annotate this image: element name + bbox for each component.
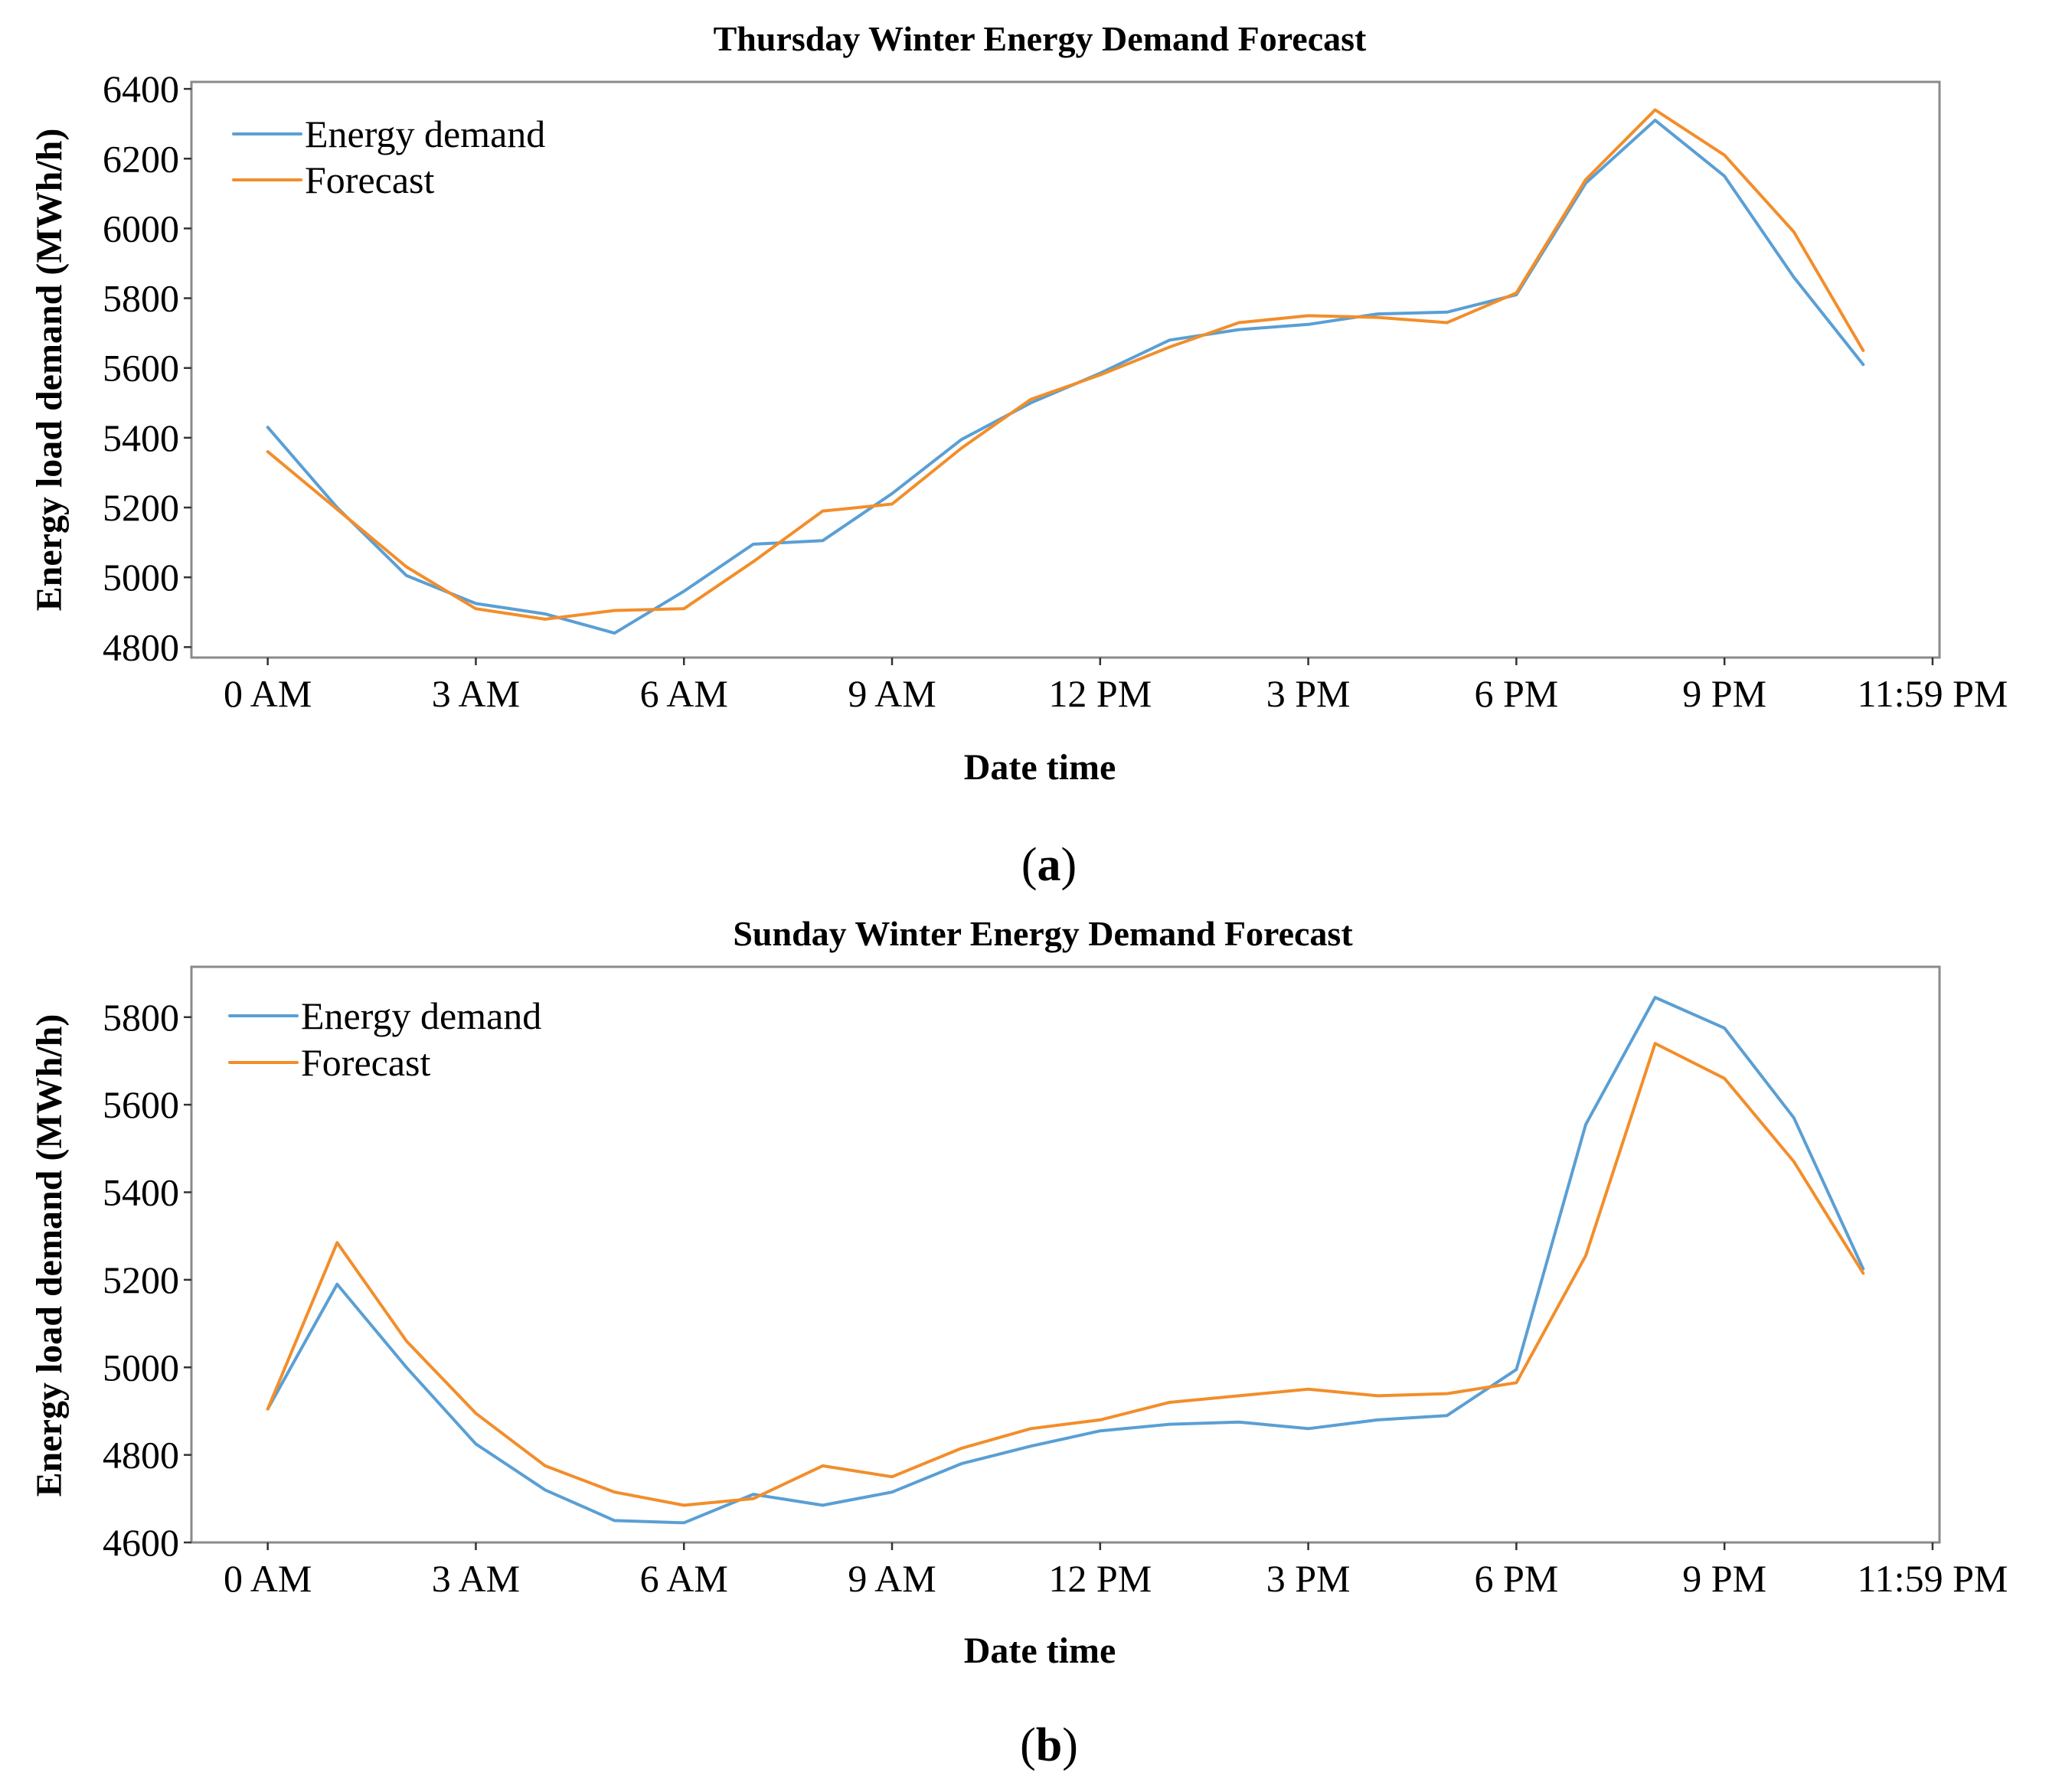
x-tick-label: 12 PM [1048,672,1152,715]
series-lines [266,996,1865,1525]
y-tick-label: 5000 [103,1346,179,1389]
x-tick-label: 0 AM [224,672,312,715]
panel-caption-letter: a [1038,839,1061,891]
x-tick-label: 9 AM [848,1557,936,1600]
legend: Energy demand Forecast [232,113,545,201]
x-tick-label: 3 AM [432,672,520,715]
x-tick-label: 9 PM [1682,1557,1766,1600]
x-tick-label: 12 PM [1048,1557,1152,1600]
plot-frame [190,80,1941,659]
x-axis-label: Date time [964,747,1116,788]
y-tick-label: 5000 [103,556,179,599]
y-tick-label: 5800 [103,996,179,1039]
chart-title: Sunday Winter Energy Demand Forecast [733,914,1353,953]
x-axis-label: Date time [964,1630,1116,1671]
legend-label-demand: Energy demand [305,113,545,155]
chart-panel-sunday: Sunday Winter Energy Demand Forecast 460… [29,914,2008,1771]
y-tick-label: 5200 [103,1258,179,1301]
chart-title: Thursday Winter Energy Demand Forecast [714,19,1367,58]
series-line-demand [266,996,1865,1525]
x-tick-label: 6 AM [640,672,728,715]
y-axis-label: Energy load demand (MWh/h) [29,129,70,612]
x-tick-label: 3 PM [1266,672,1351,715]
y-tick-label: 6400 [103,67,179,110]
x-tick-label: 11:59 PM [1858,1557,2008,1600]
legend-label-forecast: Forecast [305,158,434,201]
y-tick-label: 4800 [103,1434,179,1477]
y-axis-label: Energy load demand (MWh/h) [29,1014,70,1497]
y-tick-label: 6000 [103,207,179,250]
x-tick-label: 11:59 PM [1858,672,2008,715]
axis-ticks: 4800 5000 5200 5400 5600 5800 6000 6200 6400 0 AM… [103,67,2008,715]
series-line-forecast [266,108,1865,621]
x-tick-label: 9 PM [1682,672,1766,715]
panel-caption: (b) [1020,1719,1078,1771]
y-tick-label: 5200 [103,486,179,529]
legend: Energy demand Forecast [228,994,541,1084]
axis-ticks: 4600 4800 5000 5200 5400 5600 5800 0 AM 3 AM 6 AM… [103,996,2008,1600]
panel-caption-letter: b [1036,1719,1062,1771]
plot-frame [190,965,1941,1544]
x-tick-label: 3 AM [432,1557,520,1600]
x-tick-label: 3 PM [1266,1557,1351,1600]
chart-panel-thursday: Thursday Winter Energy Demand Forecast 4… [29,19,2008,891]
y-tick-label: 5600 [103,1083,179,1126]
x-tick-label: 9 AM [848,672,936,715]
series-line-demand [266,119,1865,635]
y-tick-label: 6200 [103,137,179,180]
legend-label-forecast: Forecast [301,1041,430,1084]
y-tick-label: 4600 [103,1521,179,1564]
y-tick-label: 4800 [103,625,179,668]
y-tick-label: 5600 [103,347,179,390]
panel-caption: (a) [1021,839,1077,891]
y-tick-label: 5400 [103,416,179,459]
x-tick-label: 6 PM [1474,672,1558,715]
series-line-forecast [266,1042,1865,1507]
x-tick-label: 6 PM [1474,1557,1558,1600]
y-tick-label: 5400 [103,1171,179,1214]
y-tick-label: 5800 [103,277,179,320]
x-tick-label: 0 AM [224,1557,312,1600]
series-lines [266,108,1865,635]
legend-label-demand: Energy demand [301,994,541,1037]
x-tick-label: 6 AM [640,1557,728,1600]
